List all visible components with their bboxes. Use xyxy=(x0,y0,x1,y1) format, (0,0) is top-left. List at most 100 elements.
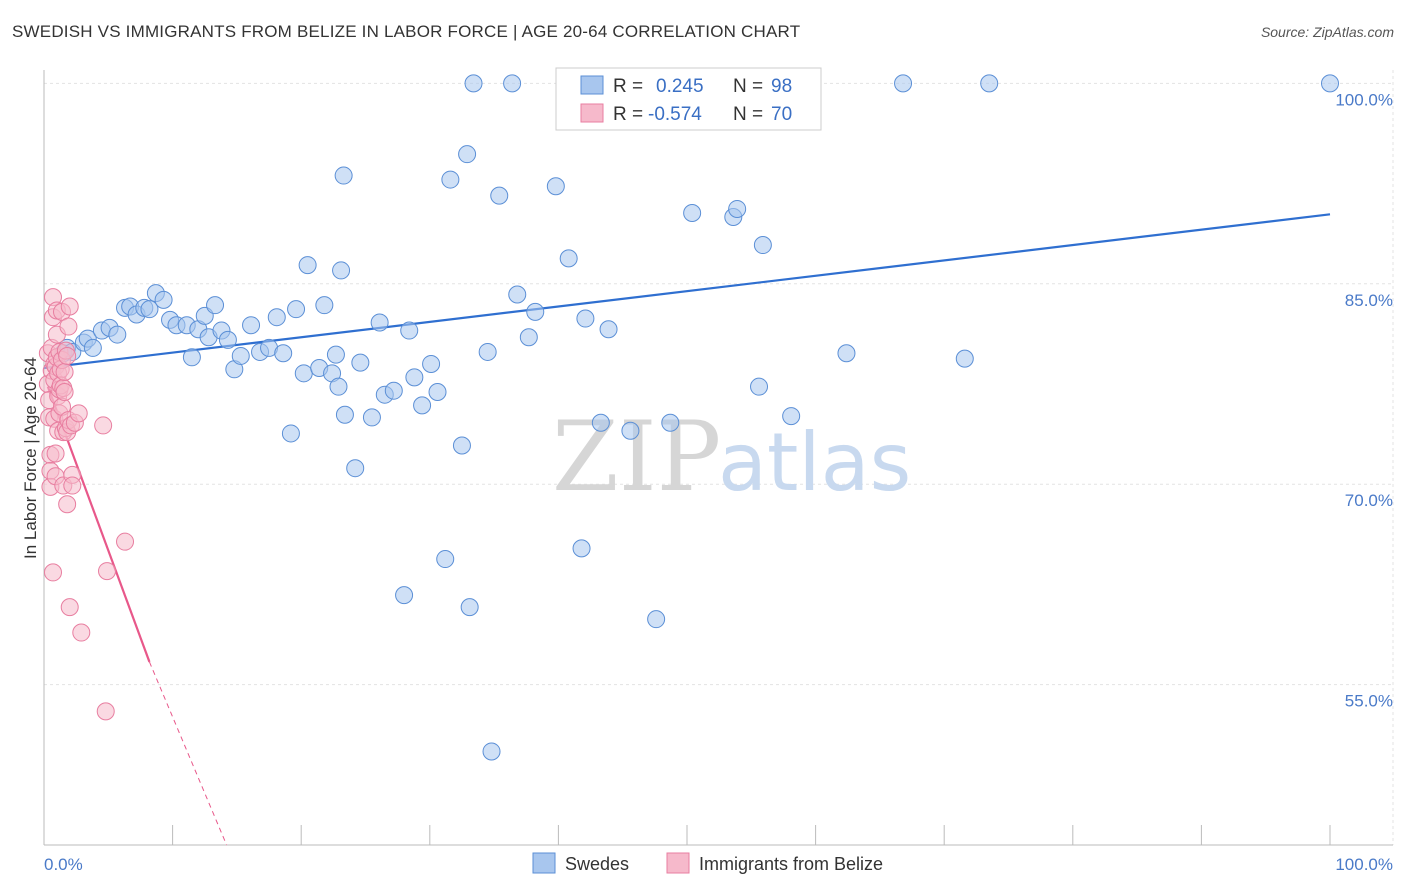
swedes-point-59 xyxy=(452,436,471,455)
swedes-point-32 xyxy=(274,344,293,363)
swedes-point-38 xyxy=(315,296,334,315)
swedes-point-40 xyxy=(326,345,345,364)
belize-point-51 xyxy=(72,623,91,642)
y-tick-labels: 55.0% 70.0% 85.0% 100.0% xyxy=(1335,90,1393,710)
swedes-point-93 xyxy=(1321,74,1339,93)
swedes-point-35 xyxy=(294,364,313,383)
swedes-point-92 xyxy=(980,74,999,93)
swedes-point-82 xyxy=(661,413,680,432)
belize-point-52 xyxy=(94,416,113,435)
swedes-point-33 xyxy=(281,424,300,443)
swedes-point-79 xyxy=(621,421,640,440)
swedes-point-67 xyxy=(508,285,527,304)
belize-point-42 xyxy=(59,317,78,336)
swedes-point-44 xyxy=(335,405,354,424)
swedes-point-56 xyxy=(428,383,447,402)
legend-n-label-belize: N = xyxy=(733,104,763,125)
swedes-point-46 xyxy=(351,353,370,372)
belize-point-39 xyxy=(58,346,77,365)
swedes-point-73 xyxy=(572,539,591,558)
swedes-point-43 xyxy=(334,166,353,185)
source-label: Source: ZipAtlas.com xyxy=(1260,24,1394,40)
swedes-point-31 xyxy=(267,308,286,327)
swedes-point-27 xyxy=(231,346,250,365)
swedes-point-88 xyxy=(782,407,801,426)
swedes-point-48 xyxy=(370,313,389,332)
bottom-legend-swatch-swedes xyxy=(532,852,556,874)
swedes-point-90 xyxy=(894,74,913,93)
swedes-point-42 xyxy=(332,261,351,280)
bottom-legend-swatch-belize xyxy=(666,852,690,874)
belize-trend-extension xyxy=(148,661,228,846)
swedes-point-76 xyxy=(591,413,610,432)
swedes-point-65 xyxy=(490,186,509,205)
swedes-point-89 xyxy=(837,344,856,363)
series-legend: Swedes Immigrants from Belize xyxy=(532,852,883,874)
belize-point-53 xyxy=(98,562,117,581)
belize-point-11 xyxy=(44,563,63,582)
y-tick-label-3: 100.0% xyxy=(1335,90,1393,109)
x-tick-label-1: 100.0% xyxy=(1335,855,1393,874)
legend-n-value-swedes: 98 xyxy=(771,76,792,97)
swedes-point-68 xyxy=(519,328,538,347)
swedes-point-52 xyxy=(400,321,419,340)
swedes-point-8 xyxy=(108,325,127,344)
swedes-point-53 xyxy=(405,368,424,387)
swedes-point-80 xyxy=(647,610,666,629)
swedes-point-25 xyxy=(218,330,237,349)
belize-point-36 xyxy=(55,383,74,402)
swedes-point-15 xyxy=(154,290,173,309)
belize-point-45 xyxy=(60,598,79,617)
swedes-point-62 xyxy=(464,74,483,93)
watermark-atlas: atlas xyxy=(718,416,911,509)
swedes-point-66 xyxy=(503,74,522,93)
belize-points xyxy=(38,288,135,721)
swedes-point-23 xyxy=(206,296,225,315)
swedes-point-64 xyxy=(482,742,501,761)
swedes-point-47 xyxy=(362,408,381,427)
swedes-point-74 xyxy=(576,309,595,328)
watermark-zip: ZIP xyxy=(552,401,721,513)
swedes-point-71 xyxy=(559,249,578,268)
swedes-point-86 xyxy=(750,377,769,396)
y-tick-label-2: 85.0% xyxy=(1345,291,1393,310)
belize-point-48 xyxy=(63,476,82,495)
swedes-point-13 xyxy=(140,300,159,319)
swedes-point-5 xyxy=(83,338,102,357)
swedes-point-91 xyxy=(955,349,974,368)
gridlines xyxy=(44,70,1394,845)
swedes-point-57 xyxy=(436,550,455,569)
swedes-point-51 xyxy=(395,586,414,605)
legend-swatch-swedes xyxy=(580,75,604,95)
swedes-point-54 xyxy=(413,396,432,415)
belize-point-55 xyxy=(96,702,115,721)
x-tick-label-0: 0.0% xyxy=(44,855,83,874)
swedes-point-87 xyxy=(753,236,772,255)
swedes-trend-line xyxy=(43,213,1331,370)
legend-r-label-swedes: R = xyxy=(613,76,643,97)
swedes-point-58 xyxy=(441,170,460,189)
bottom-legend-belize: Immigrants from Belize xyxy=(699,854,883,874)
swedes-point-50 xyxy=(384,381,403,400)
swedes-point-83 xyxy=(683,203,702,222)
swedes-point-85 xyxy=(728,199,747,218)
belize-point-41 xyxy=(58,495,77,514)
swedes-point-60 xyxy=(458,145,477,164)
swedes-point-36 xyxy=(298,256,317,275)
swedes-point-34 xyxy=(287,300,306,319)
belize-point-54 xyxy=(116,532,135,551)
legend-r-value-swedes: 0.245 xyxy=(656,76,704,97)
y-tick-label-1: 70.0% xyxy=(1345,491,1393,510)
y-axis-label: In Labor Force | Age 20-64 xyxy=(21,357,40,559)
swedes-point-63 xyxy=(478,342,497,361)
swedes-point-19 xyxy=(182,348,201,367)
swedes-point-41 xyxy=(329,377,348,396)
legend-r-label-belize: R = xyxy=(613,104,643,125)
y-tick-label-0: 55.0% xyxy=(1345,692,1393,711)
trend-lines xyxy=(43,213,1331,846)
swedes-point-61 xyxy=(460,598,479,617)
legend-r-value-belize: -0.574 xyxy=(648,104,702,125)
legend-swatch-belize xyxy=(580,103,604,123)
belize-point-15 xyxy=(46,444,65,463)
